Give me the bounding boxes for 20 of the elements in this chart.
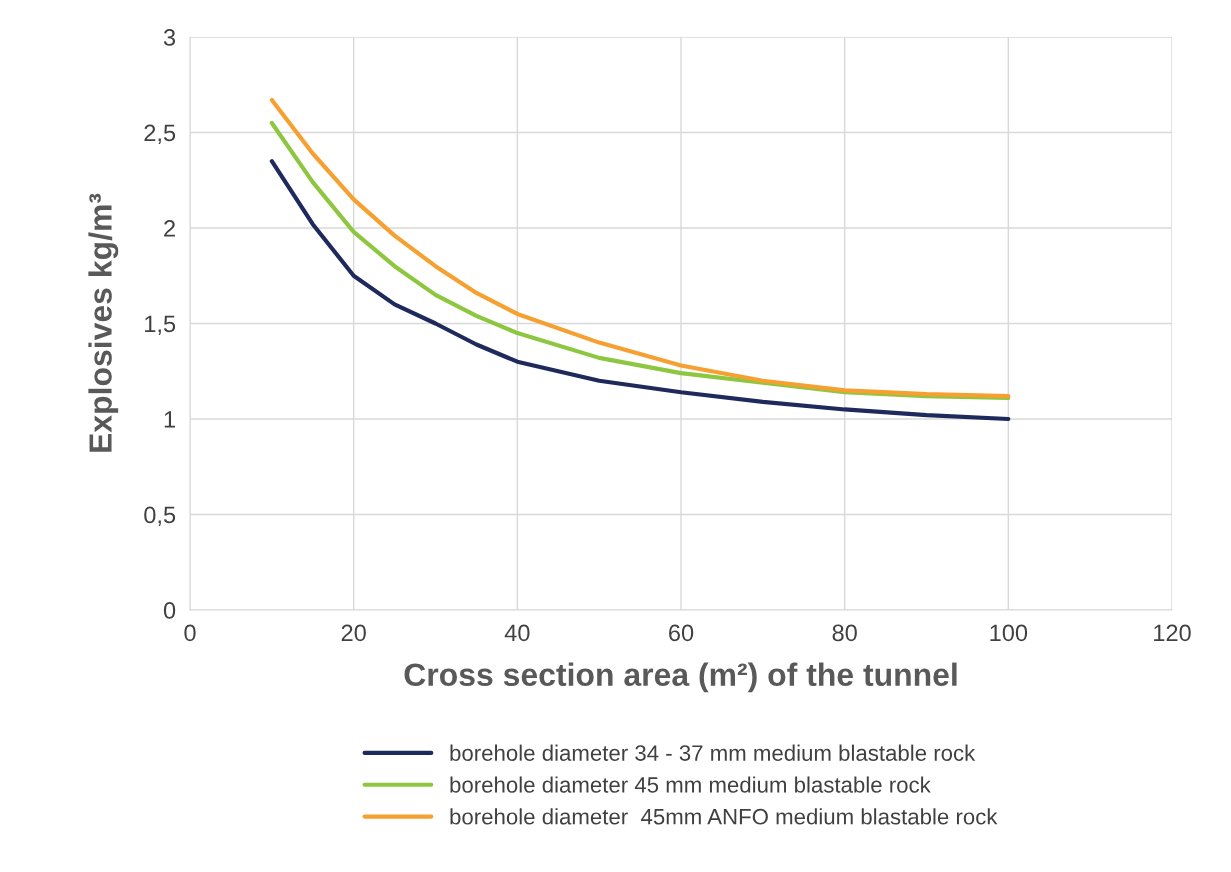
x-tick-label: 100 [990,624,1028,642]
x-tick-label: 0 [184,624,196,642]
y-tick-label: 1 [164,411,175,428]
x-tick-label: 40 [504,624,530,642]
legend-label: borehole diameter 45 mm medium blastable rock [450,776,931,793]
y-tick-label: 2 [164,220,175,237]
legend-label: borehole diameter 34 - 37 mm medium blastable rock [450,744,976,761]
x-tick-label: 20 [341,624,366,642]
y-tick-label: 0,5 [144,506,176,527]
x-tick-label: 60 [669,624,694,642]
y-axis-title: Explosives kg/m³ [88,193,119,452]
x-axis-title: Cross section area (m²) of the tunnel [404,662,957,693]
y-tick-label: 3 [163,29,176,46]
y-tick-label: 0 [163,602,176,619]
legend-label: borehole diameter 45mm ANFO medium blastable rock [450,808,998,825]
y-tick-label: 1,5 [145,315,176,336]
x-tick-label: 80 [832,624,857,642]
y-tick-label: 2,5 [144,124,176,145]
x-tick-label: 120 [1154,624,1191,642]
line-series [269,159,1011,422]
